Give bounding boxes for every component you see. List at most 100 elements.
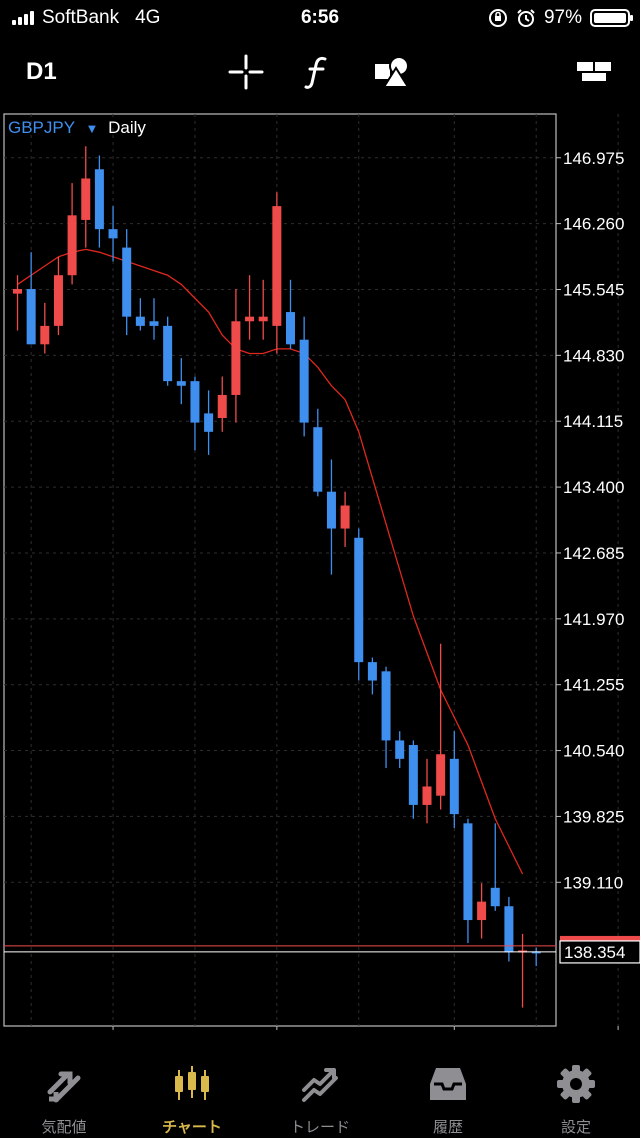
price-tick-label: 143.400 xyxy=(563,478,624,497)
moving-average-line xyxy=(17,248,524,875)
candle xyxy=(53,256,63,336)
candle xyxy=(135,298,145,331)
objects-icon[interactable] xyxy=(372,52,412,92)
candle xyxy=(40,302,50,354)
symbol-dropdown-icon[interactable]: ▼ xyxy=(86,121,99,136)
candle-body xyxy=(204,413,214,432)
candle-body xyxy=(504,906,514,953)
candle-body xyxy=(190,381,200,423)
candle-body xyxy=(231,321,241,395)
candle-body xyxy=(299,339,309,423)
candle-body xyxy=(463,823,473,921)
current-price-layer: 138.354 xyxy=(4,935,640,964)
tab-label: チャート xyxy=(162,1119,222,1136)
signal-icon xyxy=(12,11,34,25)
trade-icon xyxy=(302,1068,338,1102)
candle xyxy=(149,298,159,340)
candle xyxy=(367,657,377,695)
bid-price-badge xyxy=(559,940,640,964)
candle xyxy=(176,358,186,405)
candle xyxy=(258,279,268,340)
moving-average-series xyxy=(17,248,524,875)
candle xyxy=(326,459,336,575)
candle xyxy=(381,666,391,769)
candle-body xyxy=(313,427,323,492)
candle-body xyxy=(286,312,295,345)
candle-body xyxy=(367,662,377,681)
candle-body xyxy=(40,325,50,345)
candle-body xyxy=(490,887,500,907)
battery-percent: 97% xyxy=(543,7,582,28)
settings-icon xyxy=(557,1065,595,1103)
candle xyxy=(108,206,118,262)
candle xyxy=(204,390,214,455)
function-icon[interactable] xyxy=(298,52,338,92)
candle-body xyxy=(53,275,63,326)
orientation-lock-icon xyxy=(488,9,507,27)
tab-trade[interactable]: トレード xyxy=(256,1056,384,1138)
candle xyxy=(531,947,541,967)
price-tick-label: 141.970 xyxy=(563,610,624,629)
candle xyxy=(81,146,91,248)
alarm-icon xyxy=(517,9,535,27)
carrier-name: SoftBank xyxy=(42,7,120,28)
candle-body xyxy=(381,671,391,741)
tab-label: 履歴 xyxy=(432,1119,463,1136)
tab-bar: 気配値 チャート トレード 履歴 xyxy=(0,1056,640,1138)
candle xyxy=(163,316,173,386)
candle-body xyxy=(149,321,159,326)
price-tick-label: 139.825 xyxy=(563,807,624,826)
price-tick-label: 144.830 xyxy=(563,346,624,365)
candle-body xyxy=(258,316,268,322)
candle-body xyxy=(135,316,145,326)
candle-body xyxy=(176,381,186,386)
candle xyxy=(67,183,77,285)
chart-candles-icon xyxy=(175,1066,209,1100)
candle-body xyxy=(217,394,227,418)
candle xyxy=(286,279,295,349)
battery-icon xyxy=(590,9,633,27)
network-type: 4G xyxy=(135,7,161,28)
candle xyxy=(463,818,473,944)
candle xyxy=(490,823,500,911)
tab-quotes[interactable]: 気配値 xyxy=(0,1056,128,1138)
candle xyxy=(217,376,227,432)
candle-body xyxy=(163,325,173,382)
price-tick-label: 140.540 xyxy=(563,742,624,761)
chart-canvas[interactable]: 138.354 146.975 146.260 145.545 144.830 144.… xyxy=(0,108,640,1030)
candle xyxy=(340,491,350,547)
candle xyxy=(504,897,514,962)
price-chart[interactable]: 138.354 146.975 146.260 145.545 144.830 144.… xyxy=(0,108,640,1030)
candle xyxy=(190,376,200,451)
period-name: Daily xyxy=(108,118,146,137)
quotes-icon xyxy=(47,1071,81,1103)
candle-body xyxy=(326,491,336,529)
symbol-name[interactable]: GBPJPY xyxy=(8,118,75,137)
candle-body xyxy=(272,206,282,326)
candle-body xyxy=(408,745,418,805)
timeframe-button[interactable]: D1 xyxy=(26,58,57,85)
chart-symbol-label[interactable]: GBPJPY ▼ Daily xyxy=(8,118,146,137)
candle xyxy=(449,731,459,828)
price-tick-label: 146.260 xyxy=(563,215,624,234)
date-axis: 10 Apr 201926 Apr 201914 May 201930 May … xyxy=(112,1026,619,1030)
tab-chart[interactable]: チャート xyxy=(128,1056,256,1138)
candle xyxy=(408,740,418,819)
candle-body xyxy=(13,289,22,294)
price-tick-label: 141.255 xyxy=(563,676,624,695)
candle-body xyxy=(26,289,36,345)
candle xyxy=(26,252,36,345)
candle xyxy=(354,528,364,681)
window-layout-icon[interactable] xyxy=(574,52,614,92)
candle xyxy=(477,883,487,939)
crosshair-icon[interactable] xyxy=(226,52,266,92)
tab-settings[interactable]: 設定 xyxy=(512,1056,640,1138)
candle xyxy=(395,731,405,769)
candle xyxy=(299,316,309,437)
price-axis: 146.975 146.260 145.545 144.830 144.115 143.4… xyxy=(556,149,624,892)
candle-body xyxy=(354,537,364,663)
chart-toolbar: D1 xyxy=(0,40,640,104)
tab-label: トレード xyxy=(289,1119,350,1136)
price-tick-label: 146.975 xyxy=(563,149,624,168)
tab-history[interactable]: 履歴 xyxy=(384,1056,512,1138)
